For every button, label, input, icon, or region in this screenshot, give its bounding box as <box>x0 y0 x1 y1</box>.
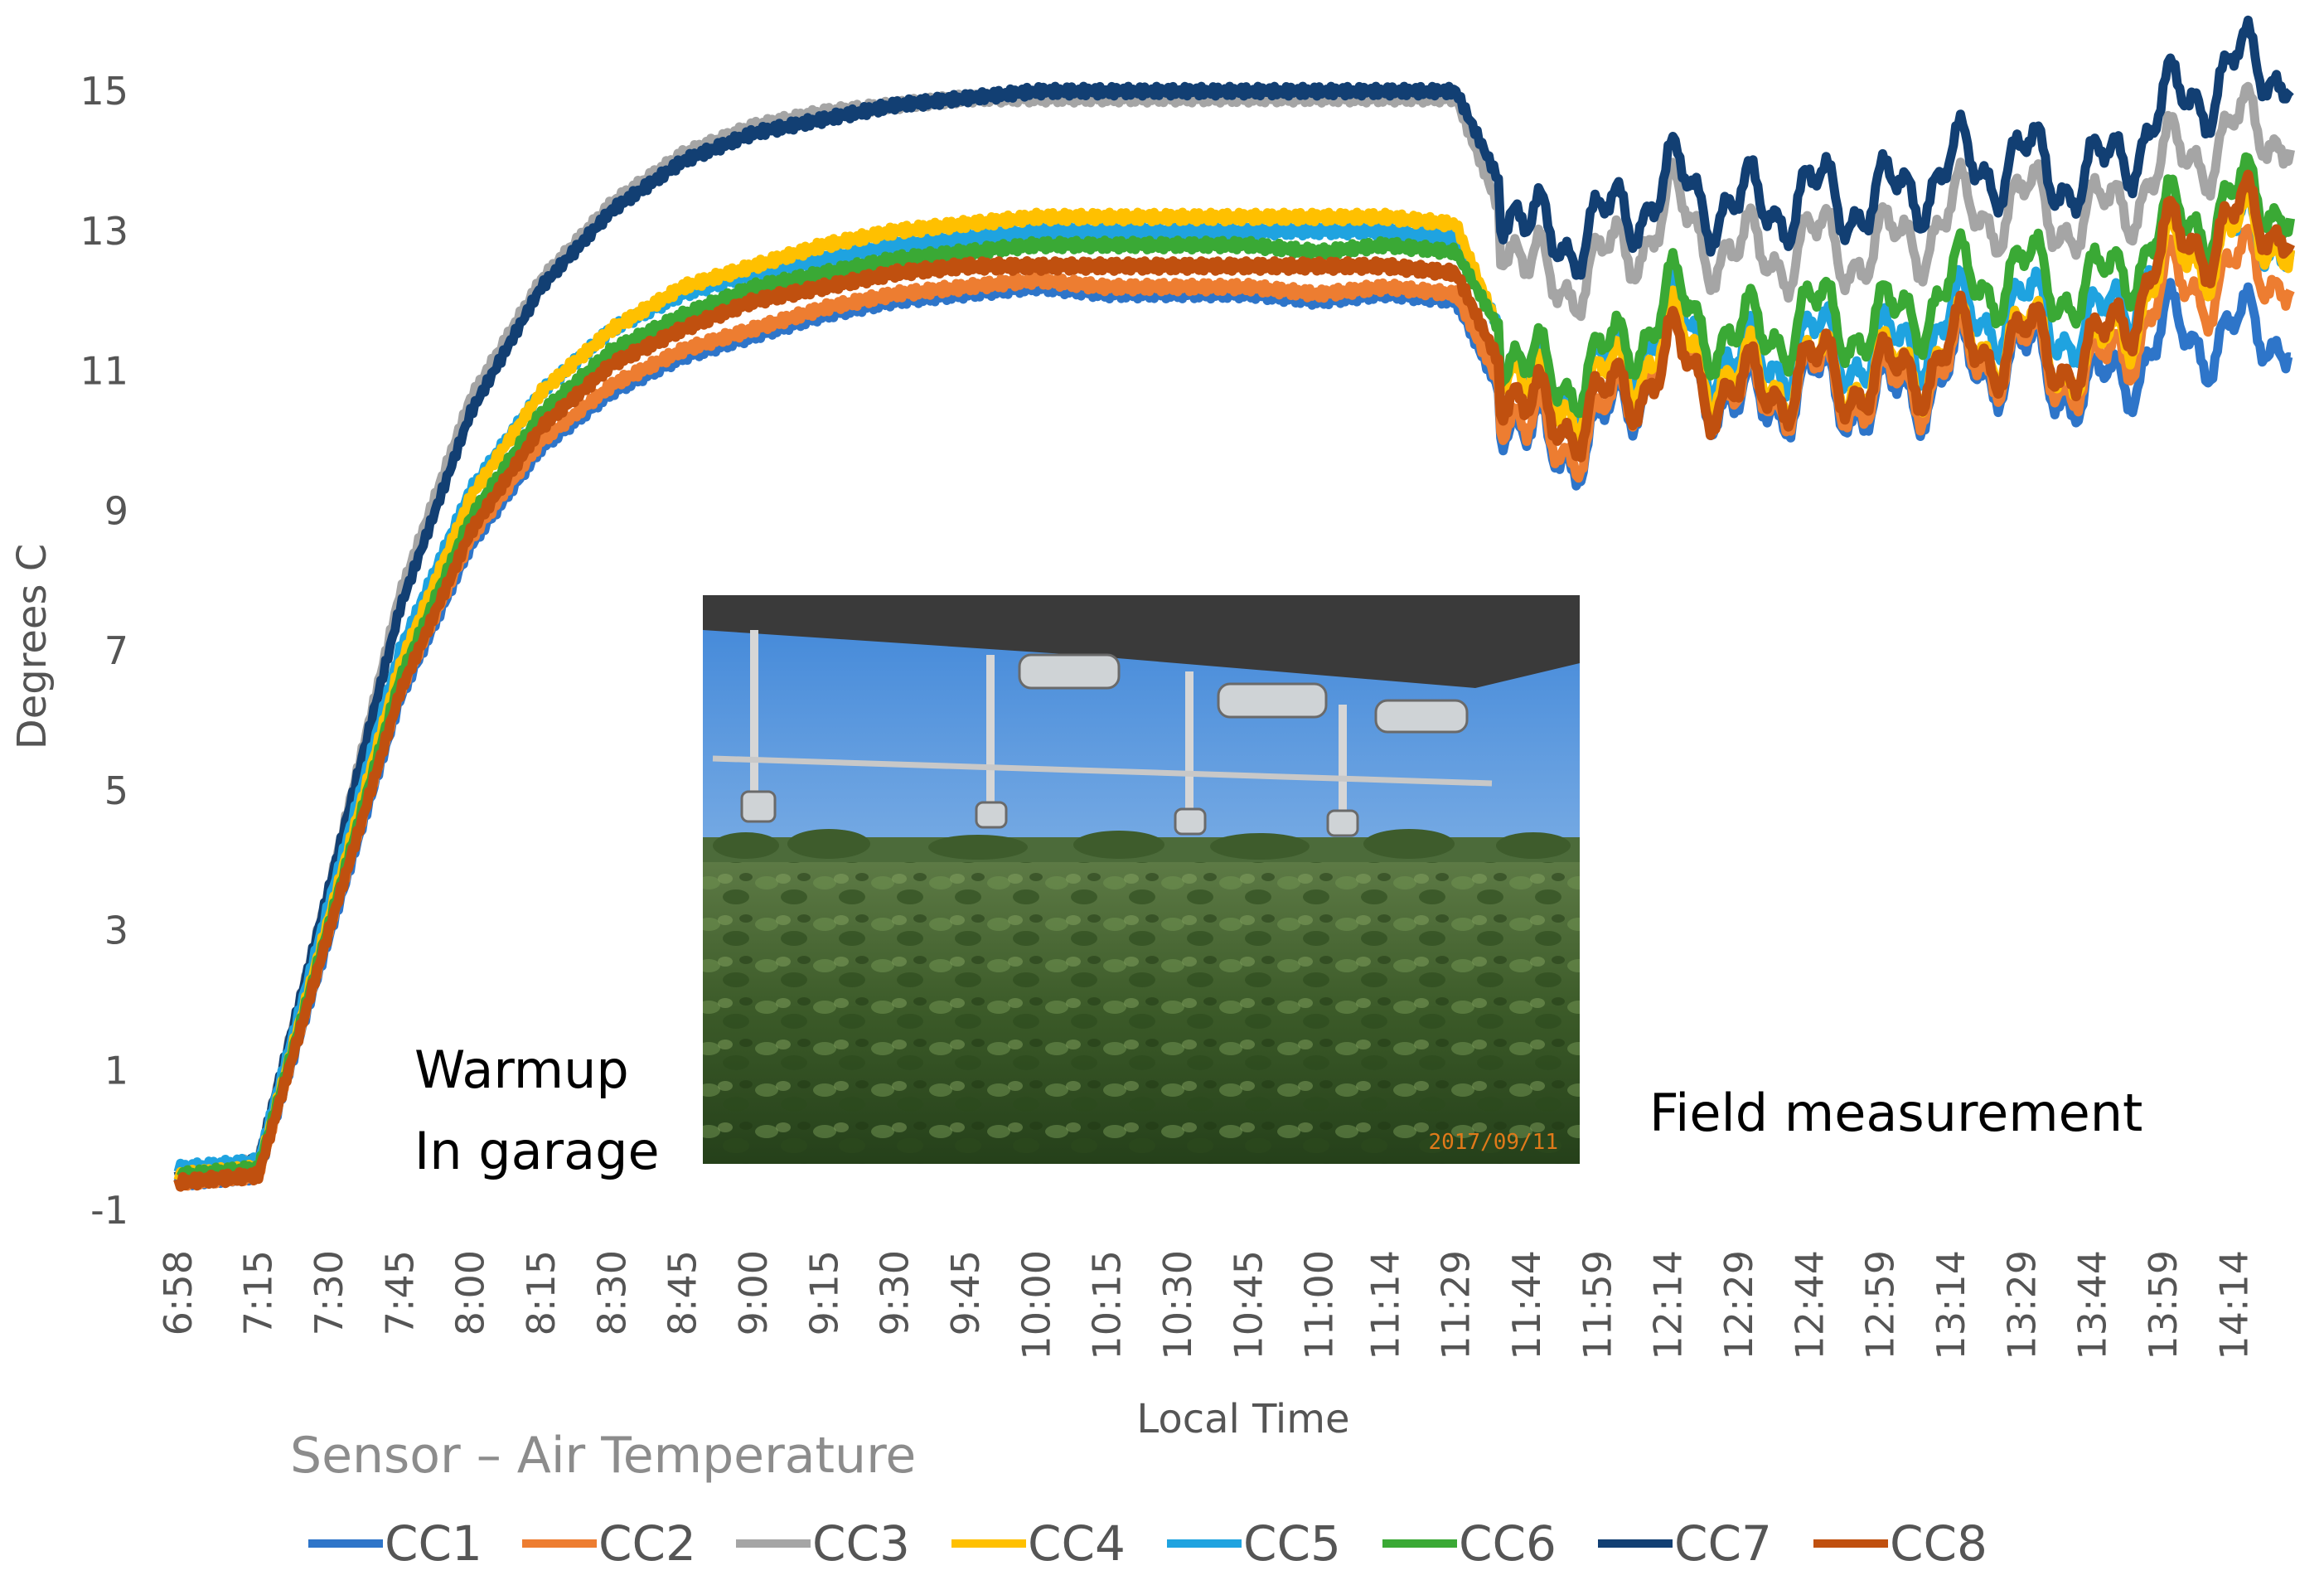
y-tick-label: 13 <box>80 209 128 254</box>
x-tick-label: 7:45 <box>377 1250 422 1335</box>
x-tick-label: 8:45 <box>661 1250 705 1335</box>
x-tick-label: 9:15 <box>801 1250 846 1335</box>
x-tick-label: 13:59 <box>2141 1250 2186 1360</box>
x-tick-label: 7:30 <box>307 1250 351 1335</box>
x-tick-label: 12:44 <box>1787 1250 1832 1360</box>
x-tick-label: 13:29 <box>1999 1250 2044 1360</box>
annotation-warmup-line2: In garage <box>414 1121 660 1181</box>
x-tick-label: 9:45 <box>943 1250 988 1335</box>
x-tick-label: 11:29 <box>1434 1250 1479 1360</box>
x-tick-label: 11:59 <box>1575 1250 1620 1360</box>
legend-label-cc8: CC8 <box>1890 1515 1988 1572</box>
legend: CC1 CC2 CC3 CC4 CC5 CC6 CC7 CC8 <box>308 1515 1988 1572</box>
x-tick-label: 11:44 <box>1504 1250 1549 1360</box>
legend-label-cc6: CC6 <box>1459 1515 1557 1572</box>
x-tick-label: 12:29 <box>1716 1250 1761 1360</box>
photo-date-stamp: 2017/09/11 <box>1428 1130 1558 1155</box>
y-tick-label: 5 <box>104 768 128 813</box>
annotation-warmup-line1: Warmup <box>414 1040 629 1100</box>
field-photo: 2017/09/11 <box>703 595 1580 1164</box>
x-tick-label: 11:00 <box>1297 1250 1342 1360</box>
y-tick-label: -1 <box>90 1188 128 1233</box>
x-tick-label: 12:14 <box>1646 1250 1691 1360</box>
annotation-field-measurement: Field measurement <box>1649 1083 2142 1143</box>
y-tick-label: 1 <box>104 1048 128 1093</box>
y-tick-label: 9 <box>104 488 128 533</box>
x-tick-label: 8:15 <box>519 1250 564 1335</box>
x-axis-title: Local Time <box>1136 1396 1349 1442</box>
x-tick-label: 6:58 <box>156 1250 201 1335</box>
y-axis-title: Degrees C <box>9 544 56 749</box>
series-line-cc6 <box>176 152 2296 1185</box>
y-tick-label: 11 <box>80 349 128 394</box>
x-tick-label: 10:15 <box>1085 1250 1130 1360</box>
y-tick-label: 7 <box>104 628 128 673</box>
legend-label-cc1: CC1 <box>385 1515 482 1572</box>
x-tick-label: 8:30 <box>589 1250 634 1335</box>
legend-label-cc2: CC2 <box>598 1515 696 1572</box>
x-tick-label: 13:44 <box>2070 1250 2115 1360</box>
legend-label-cc3: CC3 <box>812 1515 910 1572</box>
x-tick-label: 8:00 <box>448 1250 493 1335</box>
series-line-cc7 <box>173 15 2294 1185</box>
x-tick-label: 9:30 <box>873 1250 917 1335</box>
x-tick-label: 10:30 <box>1155 1250 1200 1360</box>
x-tick-label: 10:00 <box>1014 1250 1058 1360</box>
y-tick-label: 15 <box>80 69 128 114</box>
series-lines <box>173 15 2296 1192</box>
series-line-cc2 <box>176 223 2295 1191</box>
legend-label-cc7: CC7 <box>1674 1515 1772 1572</box>
x-tick-label: 12:59 <box>1858 1250 1903 1360</box>
x-tick-label: 14:14 <box>2211 1250 2256 1360</box>
series-line-cc8 <box>173 169 2296 1192</box>
legend-label-cc4: CC4 <box>1028 1515 1126 1572</box>
legend-title: Sensor – Air Temperature <box>290 1427 916 1485</box>
x-axis: 6:58 7:15 7:30 7:45 8:00 8:15 8:30 8:45 9:00 9:15… <box>156 1250 2256 1360</box>
x-tick-label: 11:14 <box>1363 1250 1407 1360</box>
y-tick-label: 3 <box>104 909 128 953</box>
x-tick-label: 9:00 <box>731 1250 776 1335</box>
legend-label-cc5: CC5 <box>1243 1515 1341 1572</box>
x-tick-label: 13:14 <box>1929 1250 1973 1360</box>
x-tick-label: 7:15 <box>236 1250 281 1335</box>
x-tick-label: 10:45 <box>1226 1250 1271 1360</box>
